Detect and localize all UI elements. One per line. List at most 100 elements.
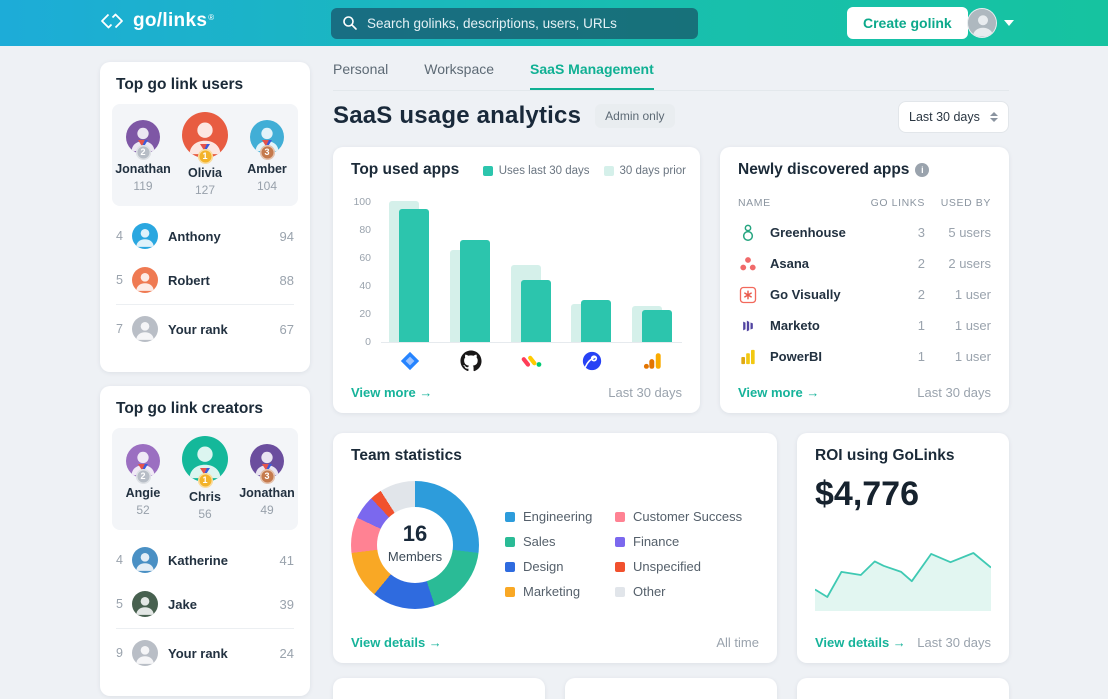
medal-rank-1-icon: 1	[174, 144, 235, 164]
legend-label: Other	[633, 584, 666, 599]
apps-table-rows: Greenhouse 3 5 users Asana 2 2 users Go Visual…	[738, 217, 991, 372]
golinks-logo[interactable]: go/links®	[99, 8, 214, 34]
top-used-apps-view-more-link[interactable]: View more →	[351, 385, 433, 400]
avatar	[132, 316, 158, 342]
team-legend-column-2: Customer Success Finance Unspecified Other	[615, 509, 742, 599]
ranking-rows: 4 Katherine 41 5 Jake 39 9 Your rank 24	[100, 538, 310, 675]
member-count-label: Members	[387, 549, 443, 564]
app-used-by: 2 users	[948, 256, 991, 271]
user-value: 39	[279, 596, 294, 612]
rank-number: 5	[116, 597, 123, 611]
sparkline-area	[815, 553, 991, 611]
app-used-by: 1 user	[954, 287, 991, 302]
bar-last-30-days	[581, 300, 612, 342]
legend-swatch	[615, 511, 625, 522]
legend-swatch	[482, 166, 493, 176]
team-statistics-view-details-link[interactable]: View details →	[351, 635, 442, 650]
rocket-icon	[569, 350, 615, 377]
legend-item: 30 days prior	[603, 165, 686, 177]
search-input[interactable]	[331, 8, 698, 39]
column-name: NAME	[738, 197, 771, 209]
person-silhouette-icon	[136, 228, 154, 247]
legend-swatch	[615, 586, 625, 597]
create-golink-button[interactable]: Create golink	[847, 7, 968, 39]
legend-swatch	[505, 536, 515, 547]
app-row-asana: Asana 2 2 users	[738, 248, 991, 279]
googleanalytics-icon	[630, 350, 676, 377]
rank-number: 5	[116, 273, 123, 287]
podium-entry: 2 Jonathan 119	[112, 120, 173, 193]
roi-title: ROI using GoLinks	[815, 447, 955, 464]
user-name: Jake	[168, 596, 197, 612]
podium-name: Chris	[189, 490, 221, 504]
top-used-apps-title: Top used apps	[351, 161, 460, 178]
podium-value: 49	[260, 503, 274, 517]
podium-entry: 1 Chris 56	[174, 436, 235, 521]
column-golinks: GO LINKS	[870, 197, 925, 209]
legend-label: Customer Success	[633, 509, 743, 524]
newly-discovered-range-note: Last 30 days	[917, 385, 991, 400]
govisually-icon	[738, 285, 758, 305]
date-range-select[interactable]: Last 30 days	[898, 101, 1009, 133]
podium-entry: 1 Olivia 127	[174, 112, 235, 197]
roi-card: ROI using GoLinks $4,776 View details → …	[797, 433, 1009, 663]
asana-icon	[738, 254, 758, 274]
podium-value: 52	[136, 503, 150, 517]
ranking-row: 5 Robert 88	[100, 258, 310, 302]
github-icon	[448, 350, 494, 377]
top-golink-creators-card: Top go link creators 2 Angie 52 1 Chris 56 3 Jo…	[100, 386, 310, 696]
team-statistics-range-note: All time	[716, 635, 759, 650]
podium-value: 56	[198, 507, 212, 521]
person-silhouette-icon	[136, 645, 154, 664]
app-used-by: 1 user	[954, 318, 991, 333]
newly-discovered-view-more-link[interactable]: View more →	[738, 385, 820, 400]
user-avatar[interactable]	[967, 8, 997, 38]
top-used-apps-card: Top used apps Uses last 30 days 30 days p…	[333, 147, 700, 413]
user-name: Your rank	[168, 645, 228, 661]
marketo-icon	[738, 316, 758, 336]
roi-range-note: Last 30 days	[917, 635, 991, 650]
legend-label: Unspecified	[633, 559, 701, 574]
app-golinks-count: 2	[917, 287, 925, 302]
ranking-row: 7 Your rank 67	[100, 307, 310, 351]
logo-text: go/links	[133, 10, 208, 31]
person-silhouette-icon	[136, 596, 154, 615]
ranking-rows: 4 Anthony 94 5 Robert 88 7 Your rank 67	[100, 214, 310, 351]
ranking-row: 5 Jake 39	[100, 582, 310, 626]
partial-card-3	[797, 678, 1009, 699]
legend-label: Sales	[523, 534, 556, 549]
sparkline-line	[815, 552, 991, 598]
tab-personal[interactable]: Personal	[333, 61, 389, 77]
user-value: 88	[279, 272, 294, 288]
app-name: Marketo	[770, 318, 820, 333]
roi-view-details-link[interactable]: View details →	[815, 635, 906, 650]
podium-entry: 3 Amber 104	[236, 120, 297, 193]
user-name: Katherine	[168, 552, 228, 568]
search-icon	[343, 16, 357, 30]
select-stepper-icon	[990, 112, 998, 122]
top-navbar: go/links® Create golink	[0, 0, 1108, 46]
medal-rank-2-icon: 2	[112, 464, 173, 484]
donut-center-label: 16 Members	[351, 481, 479, 609]
app-used-by: 5 users	[948, 225, 991, 240]
bar-group-rocket-app	[569, 202, 615, 342]
bar-chart-plot	[381, 200, 682, 343]
app-name: Go Visually	[770, 287, 841, 302]
rank-number: 9	[116, 646, 123, 660]
top-used-apps-range-note: Last 30 days	[608, 385, 682, 400]
legend-swatch	[615, 561, 625, 572]
user-name: Your rank	[168, 321, 228, 337]
main-tab-bar: Personal Workspace SaaS Management	[333, 61, 1009, 91]
tab-workspace[interactable]: Workspace	[424, 61, 495, 77]
tab-saas-management[interactable]: SaaS Management	[530, 61, 654, 90]
y-tick-40: 40	[359, 280, 371, 292]
users-card-title: Top go link users	[116, 76, 244, 93]
legend-label: Marketing	[523, 584, 581, 599]
team-legend-engineering: Engineering	[505, 509, 592, 524]
avatar	[132, 223, 158, 249]
info-icon[interactable]: i	[915, 163, 930, 177]
account-menu-caret-icon[interactable]	[1004, 20, 1014, 26]
person-silhouette-icon	[136, 272, 154, 291]
ranking-row: 4 Anthony 94	[100, 214, 310, 258]
